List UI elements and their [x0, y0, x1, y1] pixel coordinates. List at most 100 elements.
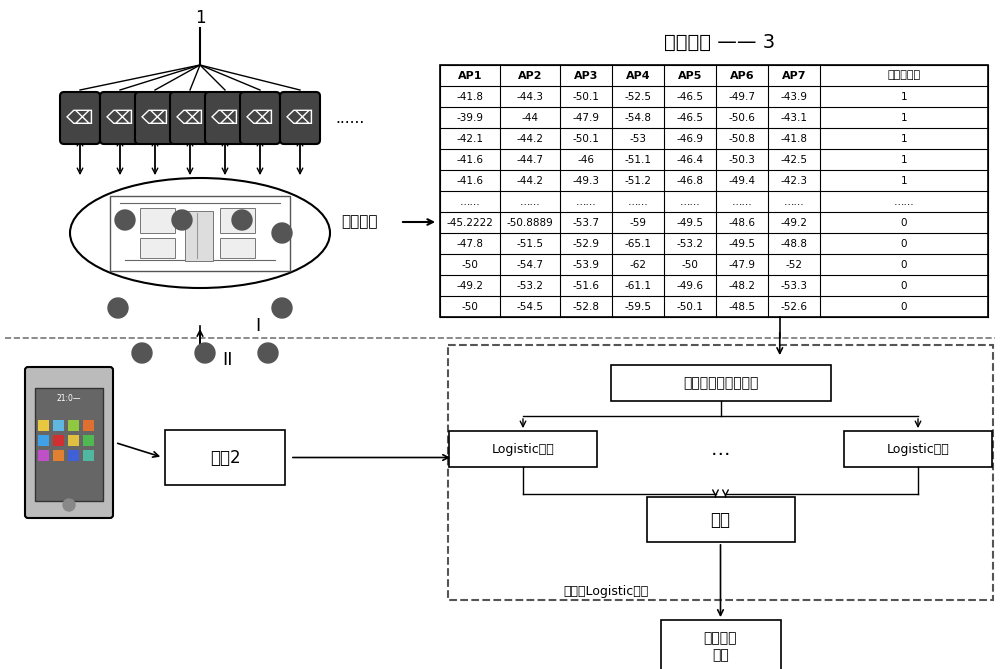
Bar	[140, 238, 175, 258]
Text: -48.8: -48.8	[780, 239, 808, 248]
Circle shape	[63, 499, 75, 511]
Text: -50.3: -50.3	[729, 155, 755, 165]
Text: -52: -52	[786, 260, 802, 270]
Text: -51.6: -51.6	[572, 280, 600, 290]
Text: 1: 1	[901, 155, 907, 165]
Bar	[140, 208, 175, 233]
Text: -49.7: -49.7	[728, 92, 756, 102]
Text: AP6: AP6	[730, 70, 754, 80]
Text: -44: -44	[522, 112, 538, 122]
Text: ⌫: ⌫	[66, 108, 94, 128]
Text: -49.4: -49.4	[728, 175, 756, 185]
Bar	[35, 388, 103, 501]
Bar	[53, 420, 64, 431]
Text: 21:0—: 21:0—	[57, 393, 81, 403]
Bar	[38, 435, 49, 446]
Text: AP7: AP7	[782, 70, 806, 80]
Text: -49.2: -49.2	[456, 280, 484, 290]
Ellipse shape	[70, 178, 330, 288]
Text: I: I	[255, 317, 261, 335]
Text: AP2: AP2	[518, 70, 542, 80]
Text: -52.9: -52.9	[572, 239, 600, 248]
Text: AP4: AP4	[626, 70, 650, 80]
Text: 1: 1	[901, 175, 907, 185]
Text: -48.5: -48.5	[728, 302, 756, 312]
Circle shape	[195, 343, 215, 363]
Text: ⌫: ⌫	[141, 108, 169, 128]
Text: -46: -46	[578, 155, 594, 165]
Text: Logistic回归: Logistic回归	[492, 442, 554, 456]
Bar	[110, 196, 290, 271]
Text: ……: ……	[520, 197, 540, 207]
Text: -44.2: -44.2	[516, 134, 544, 143]
Text: -45.2222: -45.2222	[447, 217, 493, 227]
Text: II: II	[223, 351, 233, 369]
Text: 0: 0	[901, 239, 907, 248]
Text: ⌫: ⌫	[176, 108, 204, 128]
Bar	[68, 450, 79, 461]
Text: …: …	[711, 440, 730, 458]
Text: 无线电图 —— 3: 无线电图 —— 3	[664, 33, 776, 52]
Text: -53.7: -53.7	[572, 217, 600, 227]
Bar	[610, 365, 830, 401]
Text: -48.2: -48.2	[728, 280, 756, 290]
Text: -59: -59	[630, 217, 646, 227]
FancyBboxPatch shape	[205, 92, 245, 144]
Text: AP5: AP5	[678, 70, 702, 80]
Text: -51.1: -51.1	[624, 155, 652, 165]
Text: -53.3: -53.3	[780, 280, 808, 290]
Text: -44.2: -44.2	[516, 175, 544, 185]
Text: 1: 1	[901, 92, 907, 102]
Text: -50.1: -50.1	[677, 302, 703, 312]
Text: -53.2: -53.2	[676, 239, 704, 248]
Bar	[220, 208, 255, 233]
Text: -39.9: -39.9	[456, 112, 484, 122]
Bar	[38, 420, 49, 431]
Text: 1: 1	[901, 134, 907, 143]
Text: -52.5: -52.5	[624, 92, 652, 102]
Text: -50: -50	[682, 260, 698, 270]
Text: 数据2: 数据2	[210, 448, 240, 466]
Bar	[165, 430, 285, 485]
Text: -44.3: -44.3	[516, 92, 544, 102]
Text: Logistic回归: Logistic回归	[887, 442, 949, 456]
Text: -53: -53	[630, 134, 646, 143]
Text: 内外辨识: 内外辨识	[704, 631, 737, 645]
Text: -50.8: -50.8	[729, 134, 755, 143]
Text: -49.3: -49.3	[572, 175, 600, 185]
Text: -50.6: -50.6	[729, 112, 755, 122]
Text: -41.8: -41.8	[456, 92, 484, 102]
Text: AP3: AP3	[574, 70, 598, 80]
Text: -42.1: -42.1	[456, 134, 484, 143]
Text: -54.8: -54.8	[624, 112, 652, 122]
Text: -50.1: -50.1	[573, 134, 599, 143]
Bar	[38, 450, 49, 461]
Text: -48.6: -48.6	[728, 217, 756, 227]
Text: ……: ……	[680, 197, 700, 207]
Text: 0: 0	[901, 302, 907, 312]
Text: ……: ……	[784, 197, 804, 207]
Text: -50.1: -50.1	[573, 92, 599, 102]
Text: 车内外状态: 车内外状态	[887, 70, 921, 80]
Text: -42.5: -42.5	[780, 155, 808, 165]
Bar	[844, 431, 992, 467]
Text: -46.8: -46.8	[676, 175, 704, 185]
Bar	[185, 211, 213, 261]
Bar	[660, 620, 780, 669]
Bar	[83, 420, 94, 431]
Text: 结果: 结果	[712, 648, 729, 662]
Text: -49.6: -49.6	[676, 280, 704, 290]
Text: -50.8889: -50.8889	[507, 217, 553, 227]
Text: ⌫: ⌫	[106, 108, 134, 128]
Bar	[449, 431, 597, 467]
Text: -41.6: -41.6	[456, 155, 484, 165]
Text: -52.8: -52.8	[572, 302, 600, 312]
Text: -54.5: -54.5	[516, 302, 544, 312]
Text: -59.5: -59.5	[624, 302, 652, 312]
Text: ……: ……	[576, 197, 596, 207]
Text: -43.1: -43.1	[780, 112, 808, 122]
Text: -61.1: -61.1	[624, 280, 652, 290]
Text: -52.6: -52.6	[780, 302, 808, 312]
Text: ……: ……	[628, 197, 648, 207]
Text: -47.9: -47.9	[572, 112, 600, 122]
